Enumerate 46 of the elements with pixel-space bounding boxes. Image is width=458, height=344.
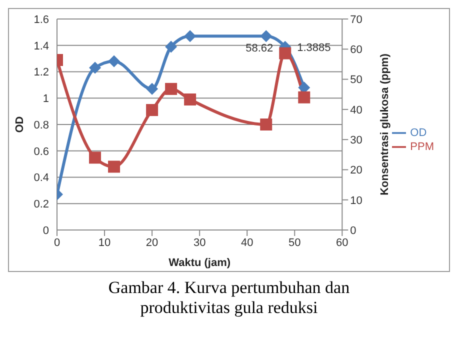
text: Gambar 4. Kurva pertumbuhan dan produktivitas gula reduksi — [107, 278, 351, 318]
y-tick-label: 1.4 — [34, 40, 49, 52]
y-tick-label: 1 — [42, 93, 49, 106]
legend-label: PPM — [410, 140, 434, 153]
y2-tick-label: 30 — [350, 134, 362, 146]
point — [184, 30, 196, 42]
x-tick-label: 40 — [240, 236, 254, 249]
point — [165, 82, 178, 95]
x-tick-label: 0 — [54, 236, 60, 249]
point — [184, 93, 196, 106]
point — [89, 152, 102, 164]
point — [146, 82, 158, 95]
x-tick-label: 60 — [336, 236, 348, 249]
point — [260, 30, 272, 42]
point — [146, 104, 158, 116]
point — [260, 118, 272, 130]
y-tick-label: 1.6 — [34, 14, 49, 26]
y2-tick-label: 10 — [350, 194, 362, 207]
y2-tick-label: 50 — [350, 74, 362, 86]
x-axis-title: Waktu (jam) — [168, 257, 231, 269]
y-axis-title: OD — [14, 116, 26, 133]
y2-tick-label: 70 — [350, 14, 362, 26]
point — [279, 47, 292, 60]
x-tick-label: 10 — [98, 236, 111, 249]
y-tick-label: 0.8 — [34, 119, 49, 132]
legend-label: OD — [410, 126, 427, 139]
point — [165, 40, 178, 53]
y-tick-label: 0.4 — [34, 172, 49, 184]
y2-tick-label: 0 — [350, 224, 356, 237]
y2-axis-title: Konsentrasi glukosa (ppm) — [379, 53, 392, 196]
point — [108, 55, 120, 68]
y-tick-label: 0.6 — [34, 146, 49, 158]
point — [89, 62, 102, 74]
y-tick-label: 0 — [42, 224, 49, 237]
point — [298, 91, 310, 104]
point — [108, 160, 120, 173]
x-tick-label: 50 — [288, 236, 301, 249]
data-label: 58.62 — [246, 42, 274, 54]
y-tick-label: 1.2 — [34, 66, 49, 79]
data-label: 1.3885 — [297, 42, 331, 54]
x-tick-label: 20 — [146, 236, 158, 249]
y2-tick-label: 20 — [350, 164, 362, 177]
y2-tick-label: 60 — [350, 44, 362, 56]
y-tick-label: 0.2 — [34, 198, 49, 211]
y2-tick-label: 40 — [350, 104, 362, 116]
x-tick-label: 30 — [193, 236, 206, 249]
